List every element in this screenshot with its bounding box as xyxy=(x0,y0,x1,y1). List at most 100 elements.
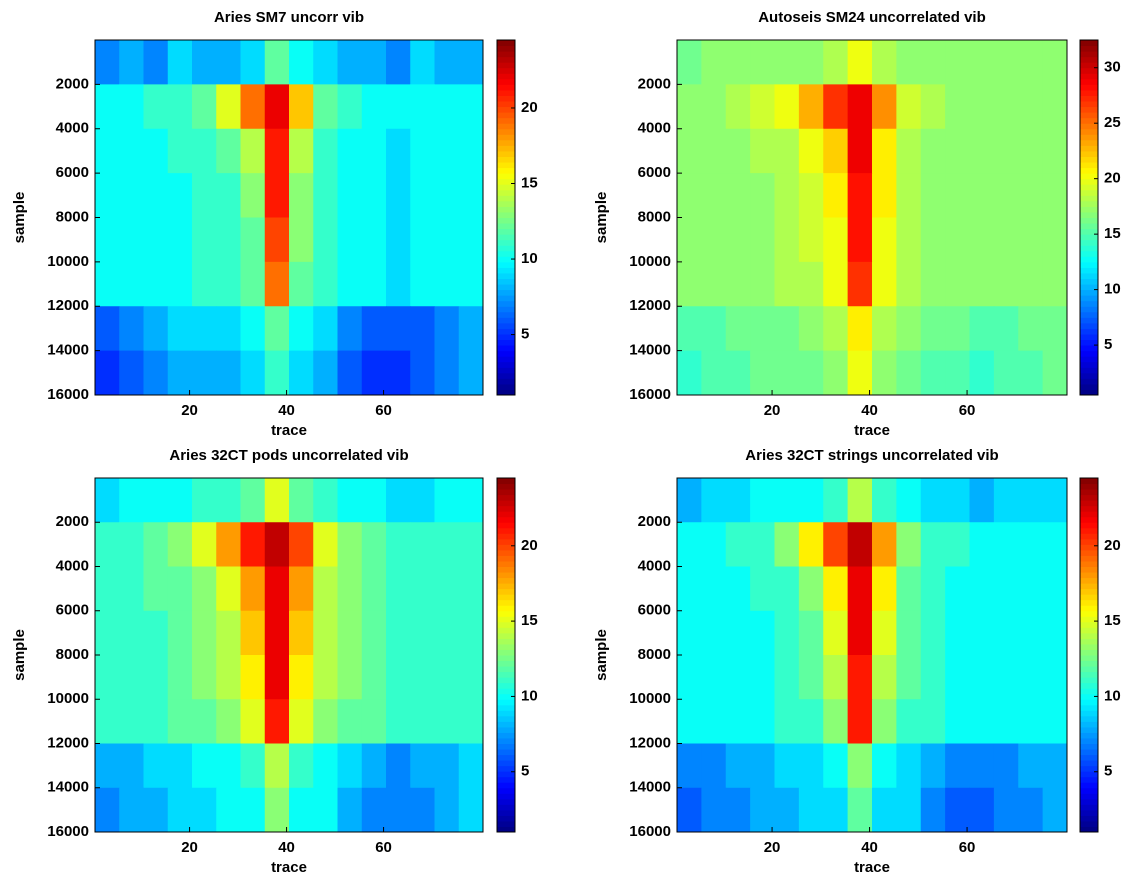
heatmap-cell xyxy=(289,217,314,263)
heatmap-cell xyxy=(1018,478,1044,523)
colorbar-step xyxy=(1080,284,1098,291)
heatmap-cell xyxy=(774,350,800,396)
colorbar-step xyxy=(497,367,515,374)
heatmap-cell xyxy=(677,699,702,744)
heatmap-cell xyxy=(945,173,970,218)
heatmap-cell xyxy=(434,128,460,174)
colorbar-step xyxy=(1080,383,1098,390)
colorbar-step xyxy=(497,594,515,601)
colorbar-step xyxy=(1080,505,1098,512)
heatmap-cell xyxy=(701,655,727,700)
heatmap-cell xyxy=(95,610,120,656)
heatmap-cell xyxy=(337,566,363,612)
heatmap-cell xyxy=(143,522,169,567)
heatmap-cell xyxy=(337,787,363,833)
heatmap-cell xyxy=(847,217,873,263)
colorbar-step xyxy=(497,56,515,63)
colorbar-step xyxy=(497,721,515,728)
heatmap-cell xyxy=(847,699,873,744)
heatmap-cell xyxy=(920,40,946,85)
colorbar-step xyxy=(1080,123,1098,130)
heatmap-cell xyxy=(119,217,144,263)
heatmap-cell xyxy=(993,217,1019,263)
heatmap-cell xyxy=(1018,128,1044,174)
heatmap-cell xyxy=(1042,522,1068,567)
heatmap-cell xyxy=(167,787,193,833)
heatmap-cell xyxy=(167,128,193,174)
heatmap-cell xyxy=(289,566,314,612)
heatmap-cell xyxy=(119,655,144,700)
chart-title: Aries 32CT strings uncorrelated vib xyxy=(745,447,998,464)
heatmap-cell xyxy=(192,522,217,567)
heatmap-cell xyxy=(1018,787,1044,833)
colorbar-step xyxy=(1080,345,1098,352)
heatmap-cell xyxy=(434,306,460,352)
heatmap-cell xyxy=(798,655,824,700)
heatmap-cell xyxy=(920,261,946,307)
heatmap-cell xyxy=(798,566,824,612)
colorbar-step xyxy=(497,715,515,722)
heatmap-cell xyxy=(361,84,387,130)
heatmap-cell xyxy=(167,610,193,656)
heatmap-cell xyxy=(725,261,751,307)
colorbar-step xyxy=(1080,300,1098,307)
y-tick-label: 12000 xyxy=(629,734,671,751)
heatmap-cell xyxy=(143,743,169,789)
heatmap-cell xyxy=(993,787,1019,833)
colorbar-step xyxy=(1080,211,1098,218)
colorbar-step xyxy=(497,522,515,529)
colorbar-step xyxy=(497,776,515,783)
heatmap-cell xyxy=(993,655,1019,700)
heatmap-cell xyxy=(993,128,1019,174)
heatmap-cell xyxy=(993,478,1019,523)
heatmap-cell xyxy=(361,261,387,307)
colorbar-step xyxy=(497,261,515,268)
heatmap-cell xyxy=(1018,173,1044,218)
heatmap-cell xyxy=(240,787,266,833)
colorbar-step xyxy=(1080,560,1098,567)
colorbar-step xyxy=(1080,671,1098,678)
x-tick-label: 40 xyxy=(278,402,295,419)
heatmap-cell xyxy=(920,217,946,263)
heatmap-cell xyxy=(264,522,290,567)
colorbar-step xyxy=(1080,95,1098,102)
colorbar-step xyxy=(1080,356,1098,363)
heatmap-cell xyxy=(725,128,751,174)
heatmap-cell xyxy=(872,128,897,174)
colorbar-step xyxy=(1080,704,1098,711)
heatmap-cell xyxy=(313,478,338,523)
heatmap-cell xyxy=(798,522,824,567)
heatmap-cell xyxy=(945,699,970,744)
colorbar-step xyxy=(497,339,515,346)
colorbar-step xyxy=(1080,339,1098,346)
heatmap-cell xyxy=(774,610,800,656)
heatmap-cell xyxy=(434,610,460,656)
heatmap-cell xyxy=(240,217,266,263)
colorbar-step xyxy=(497,732,515,739)
heatmap-cell xyxy=(896,566,922,612)
heatmap-cell xyxy=(264,40,290,85)
colorbar-step xyxy=(497,389,515,396)
heatmap-cell xyxy=(264,306,290,352)
colorbar-step xyxy=(1080,101,1098,108)
heatmap-cell xyxy=(945,566,970,612)
colorbar-step xyxy=(497,145,515,152)
heatmap-cell xyxy=(872,610,897,656)
heatmap-cell xyxy=(872,478,897,523)
heatmap-cell xyxy=(216,787,241,833)
heatmap-cell xyxy=(434,522,460,567)
heatmap-cell xyxy=(993,566,1019,612)
heatmap-cell xyxy=(386,306,411,352)
heatmap-cell xyxy=(798,306,824,352)
colorbar-step xyxy=(1080,156,1098,163)
heatmap-cell xyxy=(896,128,922,174)
heatmap-cell xyxy=(823,306,849,352)
colorbar-step xyxy=(1080,682,1098,689)
heatmap-cell xyxy=(289,84,314,130)
heatmap-cell xyxy=(143,84,169,130)
heatmap-cell xyxy=(847,655,873,700)
colorbar-step xyxy=(1080,649,1098,656)
heatmap-cell xyxy=(337,743,363,789)
y-tick-label: 2000 xyxy=(56,75,89,92)
heatmap-cell xyxy=(95,261,120,307)
